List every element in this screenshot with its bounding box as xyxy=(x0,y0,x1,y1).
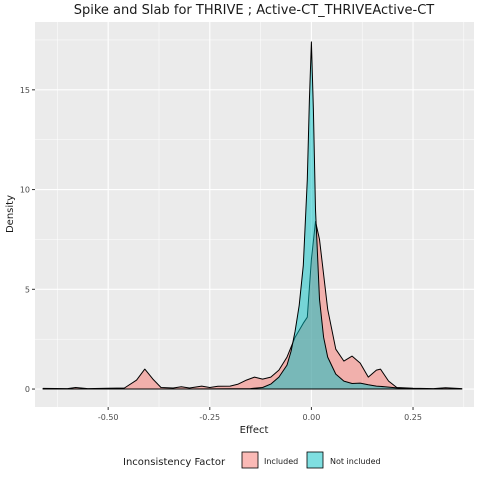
y-tick-label: 5 xyxy=(25,285,30,294)
chart-title: Spike and Slab for THRIVE ; Active-CT_TH… xyxy=(74,3,435,18)
legend-title: Inconsistency Factor xyxy=(123,457,226,468)
x-tick-label: 0.25 xyxy=(404,413,422,422)
y-axis-title: Density xyxy=(5,195,16,233)
legend-swatch-included xyxy=(241,451,259,469)
density-area-not-included xyxy=(42,41,463,390)
legend-label-included: Included xyxy=(264,457,298,466)
axis-ticks: -0.50 -0.25 0.00 0.25 0 5 10 15 xyxy=(20,86,422,422)
plot-panel xyxy=(35,22,474,407)
x-tick-label: -0.50 xyxy=(98,413,119,422)
legend-label-not-included: Not included xyxy=(330,457,381,466)
y-tick-label: 0 xyxy=(25,385,30,394)
x-tick-label: 0.00 xyxy=(303,413,321,422)
density-areas xyxy=(42,41,463,390)
y-tick-label: 10 xyxy=(20,186,30,195)
x-axis-title: Effect xyxy=(240,425,269,436)
legend: Inconsistency Factor Included Not includ… xyxy=(123,451,381,469)
x-tick-label: -0.25 xyxy=(199,413,220,422)
density-area-included xyxy=(42,221,463,390)
y-tick-label: 15 xyxy=(20,86,30,95)
legend-swatch-not-included xyxy=(306,451,324,469)
